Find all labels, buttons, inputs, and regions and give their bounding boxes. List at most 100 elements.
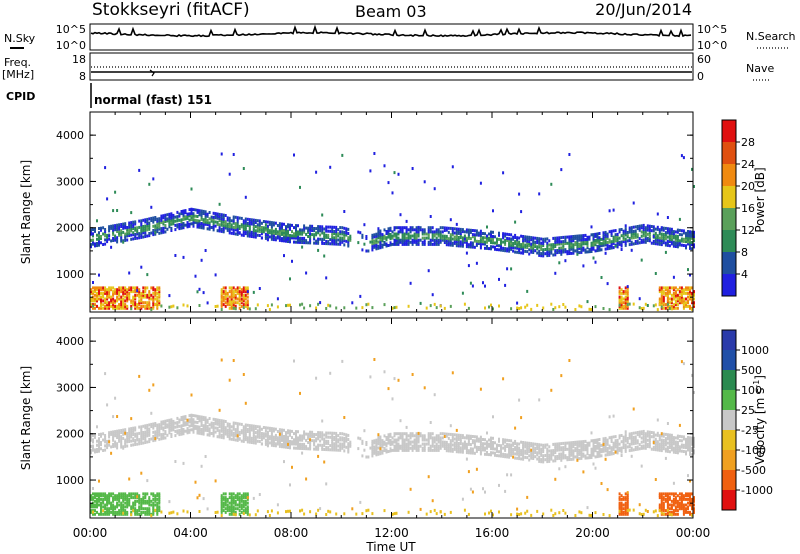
y-tick-label: 1000 [56,268,84,281]
power-cell [389,233,392,236]
power-cell [367,249,370,253]
power-cell [594,243,597,247]
power-cell [222,219,225,223]
velocity-cell [429,444,432,448]
velocity-cell [90,434,92,438]
power-cell [381,245,384,249]
power-cell [234,232,237,236]
power-cell [542,254,545,258]
power-cell [630,242,633,246]
power-cell [550,249,553,253]
power-cell [528,248,531,252]
velocity-cell [413,446,416,450]
velocity-cell [190,424,193,428]
power-cell [289,240,291,244]
power-cell [393,171,396,175]
power-cell [174,228,177,232]
power-cell [136,304,139,308]
power-cell [674,234,677,238]
power-cell [401,226,404,230]
power-cell [309,239,312,243]
power-cell [658,301,661,305]
power-cell [160,220,163,224]
power-cell [558,261,561,265]
velocity-cell [582,442,585,446]
velocity-cell [556,446,559,450]
power-cell [160,304,163,308]
velocity-cell [278,430,281,434]
power-cell [558,246,561,250]
velocity-cell [562,509,565,512]
power-cell [389,235,392,239]
power-cell [122,303,125,307]
power-cell [114,224,117,228]
power-cell [212,215,215,219]
power-cell [341,153,344,157]
velocity-cell [427,442,430,446]
velocity-cell [236,503,239,507]
power-cell [220,301,223,305]
velocity-cell [339,442,342,446]
power-cell [435,232,438,236]
power-cell [510,267,513,271]
velocity-cell [132,437,135,441]
velocity-cell [104,507,107,511]
velocity-cell [190,419,193,423]
power-cell [222,217,225,221]
power-cell [327,240,330,244]
power-cell [242,299,245,303]
power-cell [331,240,334,244]
power-cell [228,218,231,222]
power-colorbar-swatch [722,142,736,164]
power-cell [654,233,657,237]
power-cell [459,234,462,238]
power-cell [337,234,340,238]
velocity-cell [142,499,145,503]
power-cell [656,242,659,246]
power-cell [112,306,115,310]
velocity-cell [164,436,167,440]
power-cell [299,238,301,242]
power-cell [393,306,396,310]
velocity-cell [526,452,529,455]
power-cell [415,232,418,236]
power-cell [283,235,285,239]
power-cell [676,245,679,249]
velocity-cell [283,437,285,441]
power-cell [224,220,227,224]
velocity-cell [244,510,247,514]
power-cell [538,245,541,249]
power-cell [152,288,155,292]
velocity-cell [94,450,96,454]
power-cell [437,234,440,238]
power-cell [228,290,231,294]
power-cell [339,232,342,236]
velocity-cell [102,494,105,498]
velocity-cell [287,437,289,441]
power-cell [323,254,326,258]
velocity-cell [479,446,482,450]
power-data [90,152,695,312]
power-cell [658,236,661,240]
velocity-cell [254,431,257,435]
velocity-cell [144,507,147,511]
velocity-cell [248,436,251,440]
velocity-cell [158,507,161,511]
velocity-cell [457,450,460,454]
velocity-cell [461,446,464,450]
power-cell [264,223,267,227]
velocity-cell [325,435,328,439]
power-cell [566,250,569,254]
power-cell [337,228,340,232]
power-cell [232,293,235,297]
velocity-cell [331,438,334,441]
power-cell [644,232,647,236]
velocity-cell [246,427,249,431]
power-cell [451,229,454,233]
velocity-cell [134,438,137,442]
power-cell [685,233,687,237]
power-cell [435,230,438,234]
velocity-cell [168,511,171,515]
velocity-cell [343,432,346,436]
velocity-cell [526,447,529,451]
